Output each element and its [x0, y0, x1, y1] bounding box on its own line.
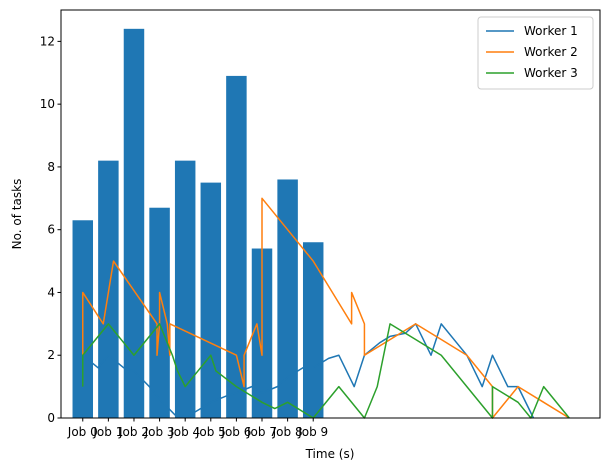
y-tick-label: 6: [47, 223, 55, 237]
series-line-worker-2: [82, 197, 570, 419]
legend-label-worker-2: Worker 2: [524, 45, 578, 59]
x-tick-label: Job 3: [144, 425, 175, 439]
y-tick-label: 8: [47, 160, 55, 174]
y-tick-label: 0: [47, 411, 55, 425]
x-tick-label: Job 1: [92, 425, 123, 439]
bar-job-9: [302, 242, 324, 418]
bar-group: [72, 28, 324, 419]
y-tick-label: 10: [40, 97, 55, 111]
x-tick-label: Job 7: [246, 425, 277, 439]
series-line-worker-1: [82, 323, 535, 419]
bar-job-6: [226, 75, 247, 419]
x-axis-label: Time (s): [305, 447, 355, 461]
y-tick-label: 12: [40, 34, 55, 48]
y-axis-label: No. of tasks: [10, 179, 24, 250]
x-tick-label: Job 4: [169, 425, 200, 439]
legend-label-worker-1: Worker 1: [524, 24, 578, 38]
bar-job-2: [123, 28, 145, 418]
y-tick-label: 2: [47, 348, 55, 362]
legend-label-worker-3: Worker 3: [524, 66, 578, 80]
bar-job-4: [174, 160, 196, 418]
legend: Worker 1 Worker 2 Worker 3: [477, 16, 594, 90]
series-line-worker-3: [82, 323, 570, 419]
bar-job-5: [200, 182, 222, 418]
x-tick-label: Job 9: [297, 425, 328, 439]
x-tick-label: Job 2: [118, 425, 149, 439]
x-tick-label: Job 6: [220, 425, 251, 439]
y-axis: 0 2 4 6 8 10 12: [40, 34, 61, 425]
y-tick-label: 4: [47, 285, 55, 299]
plot-frame: [60, 9, 601, 419]
bar-job-8: [277, 179, 298, 418]
x-tick-label: Job 5: [195, 425, 226, 439]
line-group: [82, 197, 570, 419]
x-tick-label: Job 0: [67, 425, 98, 439]
x-tick-label: Job 8: [272, 425, 303, 439]
legend-box: [477, 16, 594, 90]
